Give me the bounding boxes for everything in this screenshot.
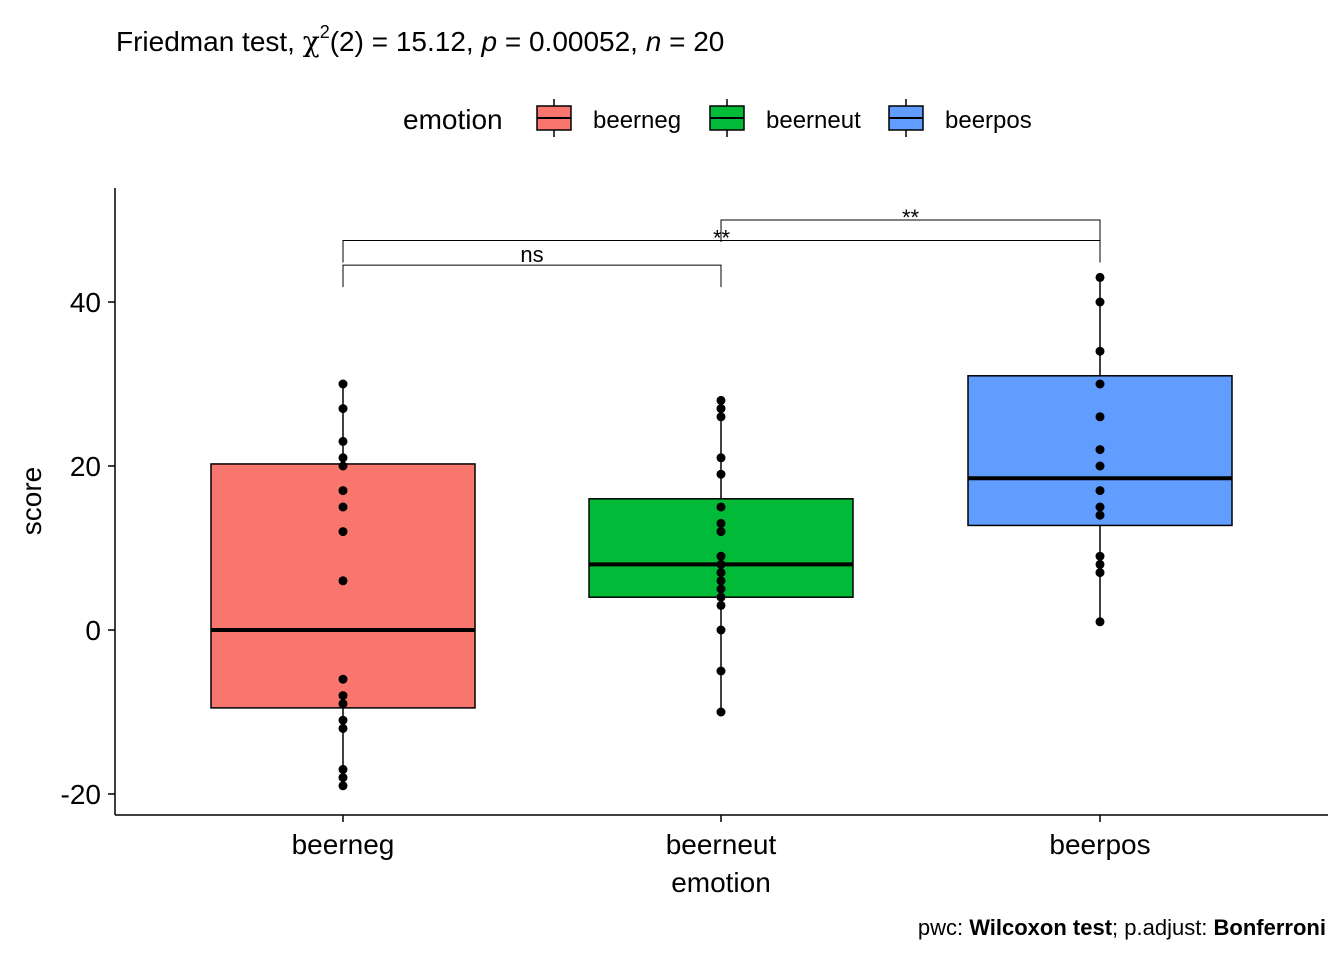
bracket-beerneut-beerpos: ** [720,205,1101,242]
comparison-brackets: ns ** ** [342,205,1101,288]
legend-item-beerneut: beerneut [709,99,861,137]
x-axis-label: emotion [671,867,771,898]
data-point [716,584,726,594]
data-point [338,699,348,709]
legend-label: beerneg [593,107,681,134]
legend-item-beerpos: beerpos [888,99,1032,137]
data-point [716,453,726,463]
data-point [716,527,726,537]
legend-label: beerpos [945,107,1032,134]
legend-label: beerneut [766,107,861,134]
legend-key [888,99,924,137]
data-point [716,576,726,586]
data-point [716,412,726,422]
data-point [338,781,348,791]
data-point [716,404,726,414]
title-n-symbol: n [646,26,662,57]
legend-key [709,99,745,137]
data-point [716,551,726,561]
title-prefix: Friedman test, [116,26,303,57]
boxes [210,272,1233,791]
box-iqr [210,463,476,709]
title-p-symbol: p [480,26,497,57]
data-point [1095,346,1105,356]
data-point [1095,486,1105,496]
y-tick-label: 0 [85,615,101,646]
data-point [716,469,726,479]
data-point [338,576,348,586]
data-point [1095,568,1105,578]
data-point [716,625,726,635]
legend: emotion beerneg beerneut beerpos [403,99,1032,137]
data-point [1095,617,1105,627]
data-point [1095,297,1105,307]
bracket-label: ** [902,205,920,230]
title-superscript: 2 [320,22,330,42]
data-point [338,674,348,684]
data-point [716,568,726,578]
x-tick-label: beerpos [1049,829,1150,860]
caption-adjust-value: Bonferroni [1214,915,1326,940]
x-axis-ticks: beerneg beerneut beerpos [292,815,1151,860]
box-group-beerpos [967,272,1233,627]
data-point [338,764,348,774]
legend-title: emotion [403,104,503,135]
data-point [338,461,348,471]
box-group-beerneut [588,395,854,717]
legend-item-beerneg: beerneg [536,99,681,137]
data-point [1095,502,1105,512]
x-tick-label: beerneg [292,829,395,860]
data-point [338,723,348,733]
bracket-label: ns [520,242,543,267]
data-point [716,707,726,717]
data-point [1095,272,1105,282]
bracket-label: ** [713,226,731,251]
caption: pwc: Wilcoxon test; p.adjust: Bonferroni [918,915,1326,940]
data-point [338,502,348,512]
data-point [716,600,726,610]
caption-separator: ; p.adjust: [1112,915,1214,940]
caption-pwc-value: Wilcoxon test [969,915,1112,940]
y-tick-label: 20 [70,451,101,482]
title-p-value: = 0.00052, [497,26,646,57]
title-chi-symbol: χ [303,25,320,58]
data-point [338,453,348,463]
y-tick-label: 40 [70,287,101,318]
data-point [338,773,348,783]
data-point [338,436,348,446]
data-point [1095,461,1105,471]
title-df: (2) = 15.12, [330,26,482,57]
y-tick-label: -20 [61,779,101,810]
data-point [338,486,348,496]
data-point [1095,445,1105,455]
data-point [716,502,726,512]
data-point [338,527,348,537]
data-point [338,404,348,414]
data-point [338,691,348,701]
box-group-beerneg [210,379,476,791]
data-point [716,518,726,528]
legend-key [536,99,572,137]
data-point [716,559,726,569]
data-point [1095,510,1105,520]
bracket-line [342,264,722,288]
data-point [716,395,726,405]
data-point [716,666,726,676]
data-point [1095,379,1105,389]
y-axis-ticks: -20 0 20 40 [61,287,115,810]
data-point [1095,551,1105,561]
title-n-value: = 20 [661,26,724,57]
chart-title: Friedman test, χ2(2) = 15.12, p = 0.0005… [116,22,724,58]
bracket-beerneg-beerneut: ns [342,242,722,288]
bracket-line [720,219,1101,242]
y-axis-label: score [16,467,47,535]
x-tick-label: beerneut [666,829,777,860]
caption-pwc-label: pwc: [918,915,969,940]
data-point [716,592,726,602]
data-point [338,379,348,389]
data-point [1095,559,1105,569]
data-point [338,715,348,725]
data-point [1095,412,1105,422]
